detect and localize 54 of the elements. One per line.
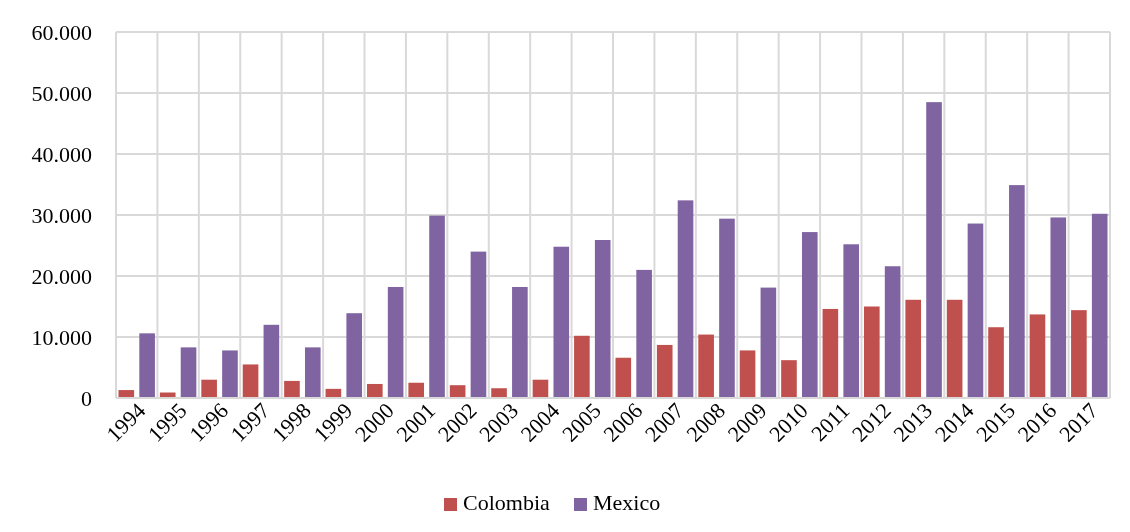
bar [739,350,756,398]
bar [139,333,155,398]
bar [222,350,238,398]
bar [387,286,404,398]
bar [491,388,507,398]
bar [284,380,300,398]
bar [1050,217,1067,398]
bar [781,360,797,398]
bar [822,308,839,398]
bar [843,244,860,398]
bar [946,299,963,398]
bar [1091,213,1108,398]
bar [304,347,321,398]
bar [905,299,922,398]
bar [1071,310,1087,398]
bar [242,364,259,398]
legend-label: Colombia [463,490,551,515]
bar [719,218,735,398]
bar [615,357,632,398]
y-tick-label: 30.000 [31,202,92,228]
bar [512,286,528,398]
y-tick-label: 40.000 [31,141,92,167]
y-tick-label: 0 [81,385,92,411]
bar [201,379,217,398]
bar [988,327,1004,398]
bar [263,324,280,398]
bar [801,232,818,398]
bar [656,344,673,398]
legend-label: Mexico [593,490,661,515]
bar [863,306,880,398]
y-tick-label: 10.000 [31,324,92,350]
bar [449,385,466,398]
y-tick-label: 60.000 [31,19,92,45]
bar [636,269,652,398]
bar [760,287,777,398]
bar [346,313,363,398]
bar [926,102,942,398]
bar [1029,314,1046,398]
bar [574,335,590,398]
bar [366,383,383,398]
bar [180,347,197,398]
bar [118,390,135,398]
bar [470,251,487,398]
y-tick-label: 20.000 [31,263,92,289]
bar [698,334,714,398]
bar [967,223,984,398]
bar [408,382,425,398]
bar [884,266,901,398]
bar [429,215,445,398]
bar [1009,185,1025,398]
bar [594,240,611,398]
bar [677,200,694,398]
bar [553,246,570,398]
y-tick-label: 50.000 [31,80,92,106]
